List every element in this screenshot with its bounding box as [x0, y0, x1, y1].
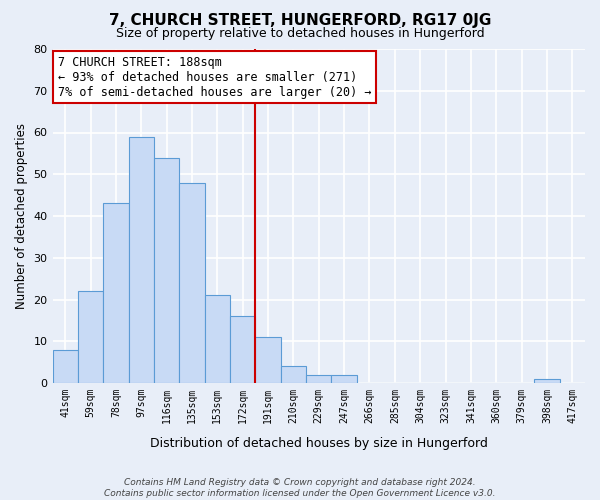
- Bar: [230, 316, 256, 383]
- Text: 7, CHURCH STREET, HUNGERFORD, RG17 0JG: 7, CHURCH STREET, HUNGERFORD, RG17 0JG: [109, 12, 491, 28]
- Y-axis label: Number of detached properties: Number of detached properties: [15, 123, 28, 309]
- Bar: [306, 374, 331, 383]
- Bar: [205, 296, 230, 383]
- X-axis label: Distribution of detached houses by size in Hungerford: Distribution of detached houses by size …: [150, 437, 488, 450]
- Bar: [103, 204, 128, 383]
- Bar: [331, 374, 357, 383]
- Bar: [128, 136, 154, 383]
- Bar: [256, 337, 281, 383]
- Text: Contains HM Land Registry data © Crown copyright and database right 2024.
Contai: Contains HM Land Registry data © Crown c…: [104, 478, 496, 498]
- Bar: [179, 182, 205, 383]
- Text: Size of property relative to detached houses in Hungerford: Size of property relative to detached ho…: [116, 28, 484, 40]
- Bar: [281, 366, 306, 383]
- Bar: [78, 291, 103, 383]
- Bar: [534, 379, 560, 383]
- Bar: [53, 350, 78, 383]
- Bar: [154, 158, 179, 383]
- Text: 7 CHURCH STREET: 188sqm
← 93% of detached houses are smaller (271)
7% of semi-de: 7 CHURCH STREET: 188sqm ← 93% of detache…: [58, 56, 371, 98]
